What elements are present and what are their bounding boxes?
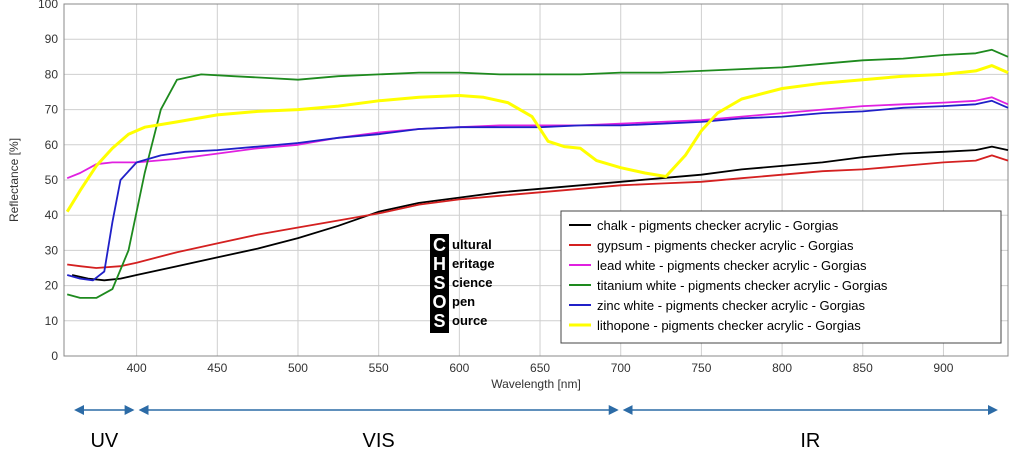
- legend-entry: titanium white - pigments checker acryli…: [597, 278, 888, 293]
- series-line-2: [66, 96, 1009, 180]
- y-axis-title: Reflectance [%]: [7, 138, 21, 222]
- x-tick-label: 750: [691, 361, 711, 375]
- series-line-0: [71, 145, 1009, 282]
- y-tick-label: 70: [45, 103, 59, 117]
- spectral-bands: UV VIS IR: [74, 405, 998, 452]
- logo-word: ultural: [452, 237, 492, 252]
- logo-bar: [430, 234, 449, 333]
- logo-word: ource: [452, 313, 487, 328]
- legend-box: [560, 210, 1002, 344]
- series-line-1: [67, 154, 1009, 269]
- plot-frame: [63, 3, 1009, 357]
- logo-word: cience: [452, 275, 492, 290]
- band-label: IR: [800, 430, 820, 452]
- x-tick-label: 650: [530, 361, 550, 375]
- series-line-3: [66, 48, 1009, 299]
- logo-word: pen: [452, 294, 475, 309]
- x-tick-label: 900: [933, 361, 953, 375]
- y-tick-label: 20: [45, 279, 59, 293]
- y-tick-label: 80: [45, 67, 59, 81]
- x-tick-label: 500: [288, 361, 308, 375]
- x-tick-label: 600: [449, 361, 469, 375]
- x-tick-label: 800: [772, 361, 792, 375]
- legend: chalk - pigments checker acrylic - Gorgi…: [560, 210, 1002, 344]
- y-tick-label: 40: [45, 208, 59, 222]
- legend-entry: lithopone - pigments checker acrylic - G…: [597, 318, 861, 333]
- x-tick-label: 850: [853, 361, 873, 375]
- y-tick-label: 90: [45, 32, 59, 46]
- series-line-5: [65, 64, 1009, 213]
- x-tick-label: 450: [207, 361, 227, 375]
- axes: 0 10 20 30 40 50 60 70 80 90 100 400 450 500 550 600 650…: [38, 0, 1009, 375]
- logo-letter: O: [432, 292, 446, 312]
- y-tick-label: 0: [51, 349, 58, 363]
- logo-letter: H: [433, 254, 446, 274]
- x-axis-title: Wavelength [nm]: [491, 377, 581, 391]
- y-tick-label: 50: [45, 173, 59, 187]
- y-tick-label: 60: [45, 138, 59, 152]
- band-label: UV: [90, 430, 118, 452]
- logo-letter: S: [433, 311, 445, 331]
- logo-letter: C: [433, 235, 446, 255]
- series-lines: [65, 48, 1009, 299]
- y-tick-label: 100: [38, 0, 58, 11]
- logo-word: eritage: [452, 256, 495, 271]
- legend-entry: gypsum - pigments checker acrylic - Gorg…: [597, 238, 854, 253]
- series-line-4: [66, 99, 1009, 282]
- logo-letter: S: [433, 273, 445, 293]
- legend-entry: zinc white - pigments checker acrylic - …: [597, 298, 866, 313]
- y-tick-label: 10: [45, 314, 59, 328]
- x-tick-label: 550: [369, 361, 389, 375]
- band-label: VIS: [363, 430, 395, 452]
- x-tick-label: 700: [611, 361, 631, 375]
- legend-entry: lead white - pigments checker acrylic - …: [597, 258, 867, 273]
- legend-entry: chalk - pigments checker acrylic - Gorgi…: [597, 218, 839, 233]
- y-tick-label: 30: [45, 243, 59, 257]
- x-tick-label: 400: [127, 361, 147, 375]
